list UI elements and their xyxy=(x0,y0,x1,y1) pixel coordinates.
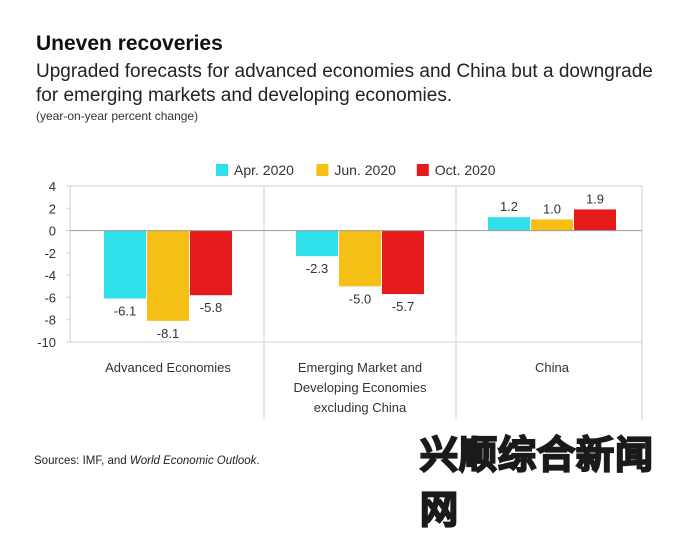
y-tick-label: 2 xyxy=(49,201,56,216)
unit-note: (year-on-year percent change) xyxy=(36,109,199,123)
data-label: -5.0 xyxy=(349,291,371,306)
legend-swatch xyxy=(416,164,429,176)
y-tick-label: -2 xyxy=(44,246,56,261)
data-label: -8.1 xyxy=(157,326,179,341)
y-tick-label: 0 xyxy=(49,224,56,239)
y-tick-label: -6 xyxy=(44,290,56,305)
data-label: -5.7 xyxy=(392,299,414,314)
watermark-text: 兴顺综合新闻网 xyxy=(419,432,655,533)
source-note: Sources: IMF, and World Economic Outlook… xyxy=(34,455,260,467)
chart-title: Uneven recoveries xyxy=(36,32,223,55)
category-label: China xyxy=(535,360,570,375)
category-label: Advanced Economies xyxy=(105,360,231,375)
source-italic: World Economic Outlook xyxy=(129,455,257,467)
y-tick-label: -4 xyxy=(44,268,56,283)
data-label: 1.2 xyxy=(500,199,518,214)
category-label: Developing Economies xyxy=(294,380,427,395)
bar xyxy=(382,230,424,295)
bar xyxy=(339,230,381,287)
legend-label: Jun. 2020 xyxy=(334,162,396,178)
data-label: 1.0 xyxy=(543,201,561,216)
bar xyxy=(147,230,189,321)
source-prefix: Sources: IMF, and xyxy=(34,455,130,467)
bar xyxy=(296,230,338,257)
chart-subtitle: Upgraded forecasts for advanced economie… xyxy=(36,61,653,106)
legend-swatch xyxy=(316,164,329,176)
bar xyxy=(574,209,616,231)
y-tick-label: 4 xyxy=(49,179,56,194)
data-label: -5.8 xyxy=(200,300,222,315)
bar xyxy=(488,217,530,231)
data-label: -6.1 xyxy=(114,304,136,319)
category-label: excluding China xyxy=(314,400,407,415)
data-label: 1.9 xyxy=(586,191,604,206)
legend-label: Apr. 2020 xyxy=(234,162,294,178)
legend-label: Oct. 2020 xyxy=(435,162,496,178)
bar xyxy=(190,230,232,296)
legend-swatch xyxy=(216,164,228,176)
y-tick-label: -8 xyxy=(44,313,56,328)
data-label: -2.3 xyxy=(306,261,328,276)
y-tick-label: -10 xyxy=(37,335,56,350)
bar xyxy=(104,230,146,299)
chart-area: 4 2 0 -2 -4 -6 -8 -10 -6.1 -2.3 1.2 -8.1 -5.0 1.0 -5.8… xyxy=(37,162,643,420)
source-suffix: . xyxy=(256,455,260,467)
category-label: Emerging Market and xyxy=(298,360,422,375)
bar xyxy=(531,219,573,231)
